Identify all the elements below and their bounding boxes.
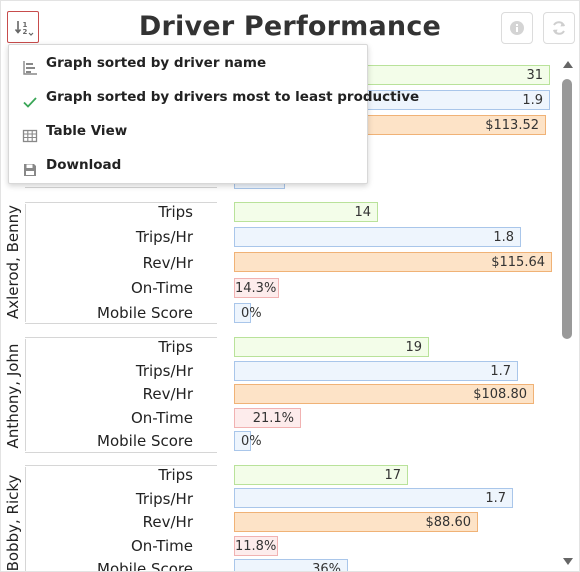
- label-on-time: On-Time: [130, 279, 193, 297]
- row-divider: [25, 187, 217, 188]
- label-on-time: On-Time: [130, 409, 193, 427]
- bar-on-time: 21.1%: [234, 408, 301, 428]
- scroll-up-arrow[interactable]: [563, 61, 573, 68]
- scroll-thumb[interactable]: [562, 79, 572, 339]
- bar-trips-hr: 1.7: [234, 488, 513, 508]
- bar-trips-hr: 1.7: [234, 361, 518, 381]
- bar-rev-hr: $88.60: [234, 512, 478, 532]
- svg-text:1: 1: [23, 21, 28, 29]
- menu-item-label: Table View: [46, 123, 128, 139]
- menu-item-label: Graph sorted by driver name: [46, 55, 267, 71]
- page-title: Driver Performance: [138, 11, 442, 42]
- group-bracket: [25, 339, 26, 451]
- bar-rev-hr: $115.64: [234, 252, 552, 272]
- row-divider: [25, 452, 217, 453]
- menu-item-label: Graph sorted by drivers most to least pr…: [46, 89, 420, 105]
- bar-mobile-score: 36%: [234, 559, 348, 571]
- row-divider: [25, 465, 217, 466]
- bar-trips: 14: [234, 202, 378, 222]
- driver-name: Anthony, John: [4, 343, 22, 449]
- label-on-time: On-Time: [130, 537, 193, 555]
- driver-name: Bobby, Ricky: [4, 474, 22, 572]
- label-trips-hr: Trips/Hr: [135, 362, 193, 380]
- menu-item-label: Download: [46, 157, 122, 173]
- menu-item-table-view[interactable]: Table View: [9, 114, 367, 148]
- label-rev-hr: Rev/Hr: [142, 513, 193, 531]
- label-mobile-score: Mobile Score: [97, 560, 193, 572]
- label-trips: Trips: [158, 203, 193, 221]
- label-trips-hr: Trips/Hr: [135, 490, 193, 508]
- svg-text:2: 2: [23, 28, 28, 36]
- menu-item-download[interactable]: Download: [9, 148, 367, 182]
- scroll-down-arrow[interactable]: [563, 558, 573, 565]
- table-icon: [22, 123, 38, 143]
- bar-trips: 19: [234, 337, 429, 357]
- row-divider: [25, 323, 217, 324]
- save-icon: [22, 157, 38, 176]
- bar-mobile-score: 0%: [234, 303, 262, 323]
- driver-name: Axlerod, Benny: [4, 204, 22, 319]
- bar-mobile-score: 0%: [234, 431, 262, 451]
- label-trips: Trips: [158, 466, 193, 484]
- label-rev-hr: Rev/Hr: [142, 254, 193, 272]
- menu-item-sort-by-name[interactable]: Graph sorted by driver name: [9, 46, 367, 80]
- label-mobile-score: Mobile Score: [97, 304, 193, 322]
- row-divider: [25, 202, 217, 203]
- label-trips-hr: Trips/Hr: [135, 228, 193, 246]
- check-icon: [22, 89, 38, 108]
- group-bracket: [25, 467, 26, 571]
- row-divider: [25, 337, 217, 338]
- label-mobile-score: Mobile Score: [97, 432, 193, 450]
- bar-on-time: 11.8%: [234, 536, 278, 556]
- sort-dropdown-menu: Graph sorted by driver name Graph sorted…: [8, 44, 419, 184]
- bar-trips: 17: [234, 465, 408, 485]
- bar-on-time: 14.3%: [234, 278, 279, 298]
- bar-rev-hr: $108.80: [234, 384, 534, 404]
- sort-menu-button[interactable]: 1 2: [7, 11, 39, 43]
- sort-icon: 1 2: [14, 21, 34, 36]
- bar-chart-icon: [22, 55, 38, 75]
- menu-item-sort-by-productivity[interactable]: Graph sorted by drivers most to least pr…: [9, 80, 419, 114]
- vertical-scrollbar[interactable]: [559, 55, 577, 571]
- refresh-icon: [553, 21, 565, 35]
- refresh-button[interactable]: [543, 12, 575, 44]
- label-trips: Trips: [158, 338, 193, 356]
- bar-trips-hr: 1.8: [234, 227, 521, 247]
- info-icon: [510, 21, 524, 35]
- info-button[interactable]: [501, 12, 533, 44]
- group-bracket: [25, 204, 26, 322]
- label-rev-hr: Rev/Hr: [142, 385, 193, 403]
